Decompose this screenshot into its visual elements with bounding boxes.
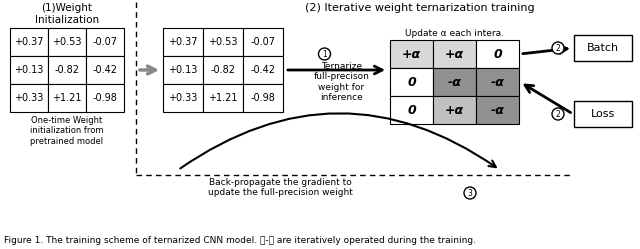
Text: -0.82: -0.82 xyxy=(211,65,236,75)
Bar xyxy=(476,96,519,124)
Bar xyxy=(243,28,283,56)
Text: +1.21: +1.21 xyxy=(208,93,237,103)
Bar xyxy=(10,56,48,84)
Text: +0.53: +0.53 xyxy=(208,37,237,47)
Circle shape xyxy=(319,48,330,60)
Text: -0.98: -0.98 xyxy=(93,93,117,103)
Text: Batch: Batch xyxy=(587,43,619,53)
Bar xyxy=(574,35,632,61)
Text: 2: 2 xyxy=(556,44,561,53)
Text: 0: 0 xyxy=(407,104,416,117)
Bar xyxy=(86,84,124,112)
Text: +α: +α xyxy=(445,104,464,117)
Bar xyxy=(476,40,519,68)
Text: -0.42: -0.42 xyxy=(93,65,118,75)
Text: -0.82: -0.82 xyxy=(54,65,79,75)
Bar xyxy=(390,40,433,68)
Text: +0.53: +0.53 xyxy=(52,37,82,47)
Text: -α: -α xyxy=(447,75,461,88)
Bar xyxy=(390,96,433,124)
Bar xyxy=(86,28,124,56)
Text: 1: 1 xyxy=(322,50,327,59)
Text: Ternarize
full-precison
weight for
inference: Ternarize full-precison weight for infer… xyxy=(314,62,369,102)
Circle shape xyxy=(464,187,476,199)
Bar xyxy=(163,84,203,112)
Text: 0: 0 xyxy=(407,75,416,88)
Bar xyxy=(48,84,86,112)
Text: 0: 0 xyxy=(493,48,502,61)
Bar xyxy=(574,101,632,127)
Bar xyxy=(203,84,243,112)
Bar xyxy=(10,28,48,56)
Text: +α: +α xyxy=(445,48,464,61)
Text: -0.07: -0.07 xyxy=(93,37,118,47)
Circle shape xyxy=(552,42,564,54)
Text: -0.42: -0.42 xyxy=(250,65,275,75)
Text: +0.13: +0.13 xyxy=(168,65,198,75)
Bar xyxy=(163,28,203,56)
Text: +0.37: +0.37 xyxy=(168,37,198,47)
Text: +0.33: +0.33 xyxy=(168,93,198,103)
Bar xyxy=(163,56,203,84)
Bar xyxy=(390,68,433,96)
Text: -α: -α xyxy=(491,75,504,88)
Bar xyxy=(86,56,124,84)
Text: +0.33: +0.33 xyxy=(14,93,44,103)
Text: One-time Weight
initialization from
pretrained model: One-time Weight initialization from pret… xyxy=(30,116,104,146)
Text: Update α each intera.: Update α each intera. xyxy=(405,29,504,38)
Bar xyxy=(48,56,86,84)
Bar xyxy=(476,68,519,96)
Text: 3: 3 xyxy=(468,188,472,197)
Bar xyxy=(203,28,243,56)
Text: +0.37: +0.37 xyxy=(14,37,44,47)
Text: -0.07: -0.07 xyxy=(250,37,275,47)
Bar xyxy=(243,84,283,112)
Text: Loss: Loss xyxy=(591,109,615,119)
Bar xyxy=(203,56,243,84)
Text: (1)Weight
Initialization: (1)Weight Initialization xyxy=(35,3,99,25)
Bar xyxy=(243,56,283,84)
Bar xyxy=(48,28,86,56)
Text: +0.13: +0.13 xyxy=(14,65,44,75)
Text: 2: 2 xyxy=(556,110,561,119)
Bar xyxy=(433,96,476,124)
Text: (2) Iterative weight ternarization training: (2) Iterative weight ternarization train… xyxy=(305,3,535,13)
Bar xyxy=(433,40,476,68)
Text: Back-propagate the gradient to
update the full-precision weight: Back-propagate the gradient to update th… xyxy=(207,178,353,197)
Text: -α: -α xyxy=(491,104,504,117)
Text: +1.21: +1.21 xyxy=(52,93,82,103)
Circle shape xyxy=(552,108,564,120)
Text: Figure 1. The training scheme of ternarized CNN model. ⓐ-ⓒ are iteratively opera: Figure 1. The training scheme of ternari… xyxy=(4,236,476,245)
Text: +α: +α xyxy=(402,48,421,61)
Bar xyxy=(433,68,476,96)
Bar xyxy=(10,84,48,112)
Text: -0.98: -0.98 xyxy=(251,93,275,103)
